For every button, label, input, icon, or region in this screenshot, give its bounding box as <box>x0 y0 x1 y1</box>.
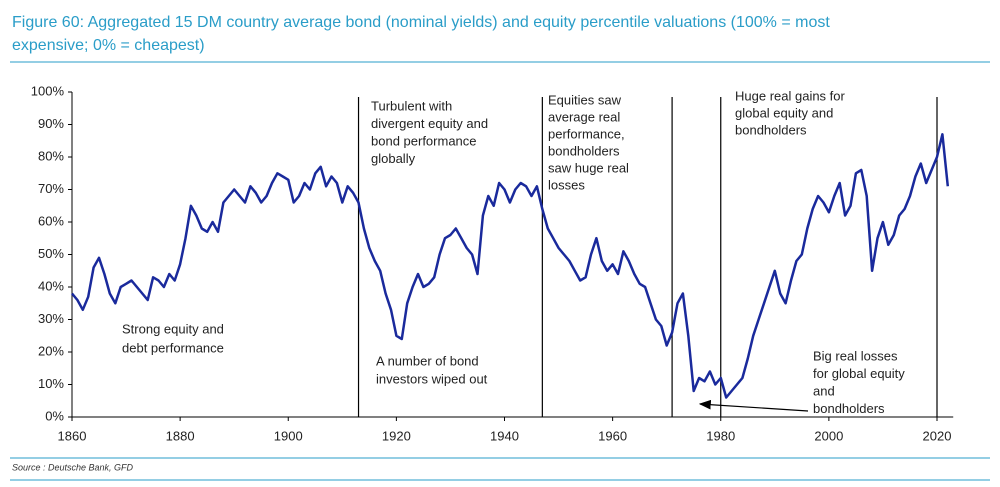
y-tick-label: 10% <box>38 376 64 391</box>
chart-title: expensive; 0% = cheapest) <box>12 37 205 54</box>
annotation: bondholders <box>735 122 807 137</box>
annotation: saw huge real <box>548 160 629 175</box>
y-tick-label: 90% <box>38 116 64 131</box>
annotation: Big real losses <box>813 348 898 363</box>
annotation: Turbulent with <box>371 98 452 113</box>
y-tick-label: 0% <box>45 408 64 423</box>
annotation: A number of bond <box>376 353 479 368</box>
annotation: divergent equity and <box>371 116 488 131</box>
annotation: debt performance <box>122 340 224 355</box>
annotation: bondholders <box>548 143 620 158</box>
y-tick-label: 30% <box>38 311 64 326</box>
y-tick-label: 50% <box>38 246 64 261</box>
x-tick-label: 1900 <box>274 428 303 443</box>
annotation: bond performance <box>371 133 477 148</box>
annotation: losses <box>548 177 585 192</box>
x-tick-label: 1920 <box>382 428 411 443</box>
y-tick-label: 20% <box>38 343 64 358</box>
annotation: average real <box>548 109 620 124</box>
series-line <box>71 133 950 399</box>
x-tick-label: 1980 <box>706 428 735 443</box>
annotation: and <box>813 383 835 398</box>
y-tick-label: 100% <box>31 83 65 98</box>
x-tick-label: 1940 <box>490 428 519 443</box>
x-tick-label: 2020 <box>923 428 952 443</box>
y-tick-label: 40% <box>38 278 64 293</box>
annotation: Strong equity and <box>122 321 224 336</box>
x-tick-label: 1880 <box>166 428 195 443</box>
source: Source : Deutsche Bank, GFD <box>12 462 134 472</box>
chart-title: Figure 60: Aggregated 15 DM country aver… <box>12 14 830 31</box>
arrow <box>698 399 809 412</box>
annotation: performance, <box>548 126 625 141</box>
x-tick-label: 1960 <box>598 428 627 443</box>
y-tick-label: 80% <box>38 148 64 163</box>
x-tick-label: 2000 <box>814 428 843 443</box>
y-tick-label: 70% <box>38 181 64 196</box>
y-tick-label: 60% <box>38 213 64 228</box>
annotation: Huge real gains for <box>735 88 846 103</box>
annotation: global equity and <box>735 105 833 120</box>
annotation: bondholders <box>813 401 885 416</box>
annotation: Equities saw <box>548 92 622 107</box>
x-tick-label: 1860 <box>58 428 87 443</box>
annotation: for global equity <box>813 366 905 381</box>
annotation: investors wiped out <box>376 371 488 386</box>
annotation: globally <box>371 151 416 166</box>
